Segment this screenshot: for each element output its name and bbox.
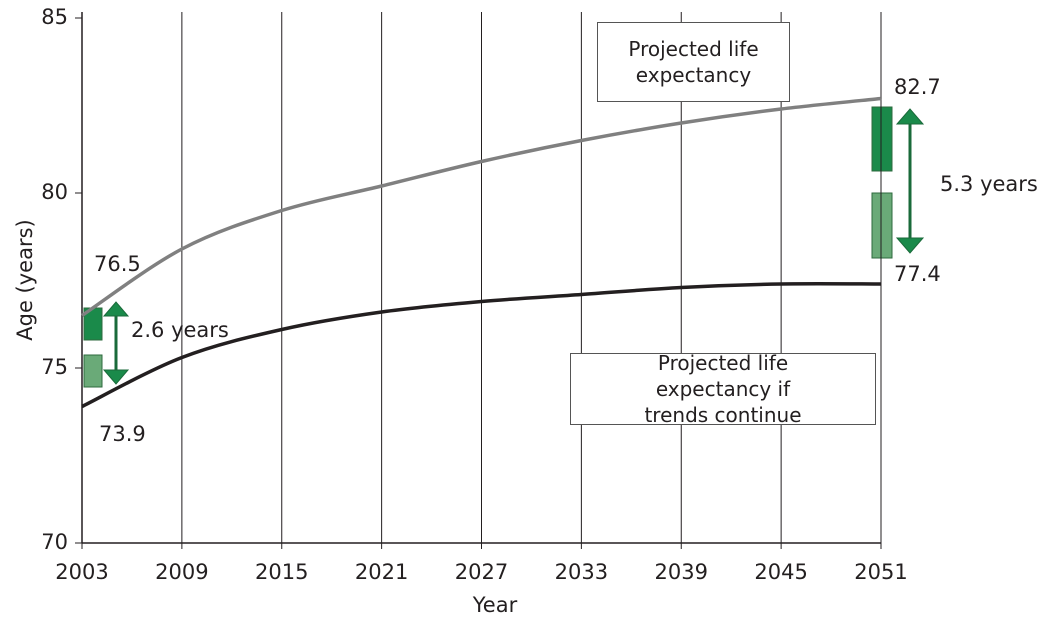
marker xyxy=(871,106,893,172)
value-label: 82.7 xyxy=(894,75,941,99)
series-label: Projected life expectancy xyxy=(597,22,790,102)
x-tick-label: 2003 xyxy=(55,560,108,584)
x-tick-label: 2039 xyxy=(655,560,708,584)
annotation: 2.6 years xyxy=(131,318,229,342)
arrow-head xyxy=(102,369,130,385)
series-line xyxy=(81,96,882,317)
x-tick-label: 2045 xyxy=(754,560,807,584)
x-axis-title: Year xyxy=(472,593,518,617)
x-tick-label: 2015 xyxy=(255,560,308,584)
arrow-head xyxy=(102,301,130,317)
y-axis-title: Age (years) xyxy=(13,219,37,340)
value-label: 73.9 xyxy=(99,422,146,446)
x-tick-label: 2033 xyxy=(555,560,608,584)
x-tick-label: 2021 xyxy=(355,560,408,584)
x-tick-label: 2027 xyxy=(455,560,508,584)
y-tick-label: 85 xyxy=(41,5,68,29)
x-tick-label: 2051 xyxy=(854,560,907,584)
y-tick-label: 70 xyxy=(41,530,68,554)
marker xyxy=(83,354,103,388)
arrow-head xyxy=(895,237,925,254)
value-label: 76.5 xyxy=(94,252,141,276)
y-tick-label: 75 xyxy=(41,355,68,379)
y-tick-label: 80 xyxy=(41,180,68,204)
arrow-head xyxy=(895,108,925,125)
difference-markers xyxy=(83,106,925,388)
series-label: Projected life expectancy if trends cont… xyxy=(570,351,876,427)
x-tick-label: 2009 xyxy=(155,560,208,584)
annotation: 5.3 years xyxy=(940,172,1038,196)
marker xyxy=(871,192,893,259)
series-line xyxy=(81,281,882,409)
value-label: 77.4 xyxy=(894,262,941,286)
